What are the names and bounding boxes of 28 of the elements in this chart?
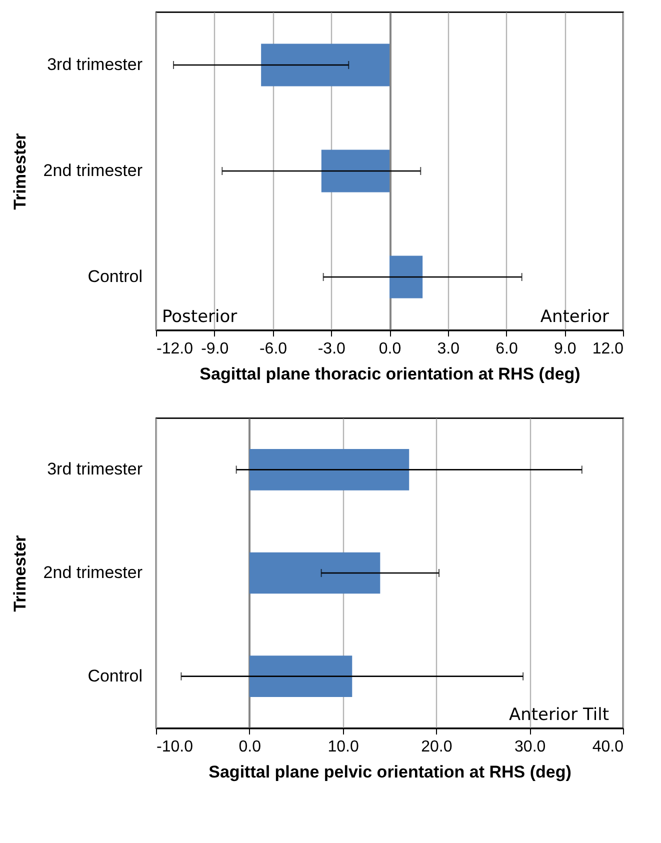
y-tick-label: 2nd trimester xyxy=(43,563,143,582)
y-axis-title: Trimester xyxy=(10,534,30,612)
x-tick-label: 30.0 xyxy=(514,738,546,756)
x-tick-label: -12.0 xyxy=(156,340,194,358)
y-tick-label: Control xyxy=(88,666,142,686)
x-tick-label: 3.0 xyxy=(437,340,460,358)
annotation: Posterior xyxy=(162,307,238,327)
x-tick-label: 9.0 xyxy=(554,340,576,358)
x-tick-label: 0.0 xyxy=(378,340,402,358)
y-tick-label: 3rd trimester xyxy=(47,460,143,479)
x-tick-label: -9.0 xyxy=(201,340,229,358)
x-tick-label: -10.0 xyxy=(156,738,194,756)
annotation: Anterior Tilt xyxy=(508,705,610,725)
x-tick-label: -3.0 xyxy=(318,340,346,358)
y-tick-label: Control xyxy=(88,267,142,286)
y-tick-label: 3rd trimester xyxy=(47,55,143,74)
x-tick-label: 12.0 xyxy=(592,340,624,358)
x-axis-title: Sagittal plane pelvic orientation at RHS (deg) xyxy=(208,762,572,782)
x-tick-label: -6.0 xyxy=(259,340,288,358)
x-tick-label: 10.0 xyxy=(328,738,359,756)
x-tick-label: 6.0 xyxy=(496,340,518,358)
x-tick-label: 0.0 xyxy=(238,738,262,756)
x-tick-label: 40.0 xyxy=(592,738,624,756)
annotation: Anterior xyxy=(540,307,609,327)
x-tick-label: 20.0 xyxy=(421,738,452,756)
x-axis-title: Sagittal plane thoracic orientation at RHS (deg) xyxy=(200,364,580,384)
y-tick-label: 2nd trimester xyxy=(43,161,143,180)
y-axis-title: Trimester xyxy=(10,132,30,210)
